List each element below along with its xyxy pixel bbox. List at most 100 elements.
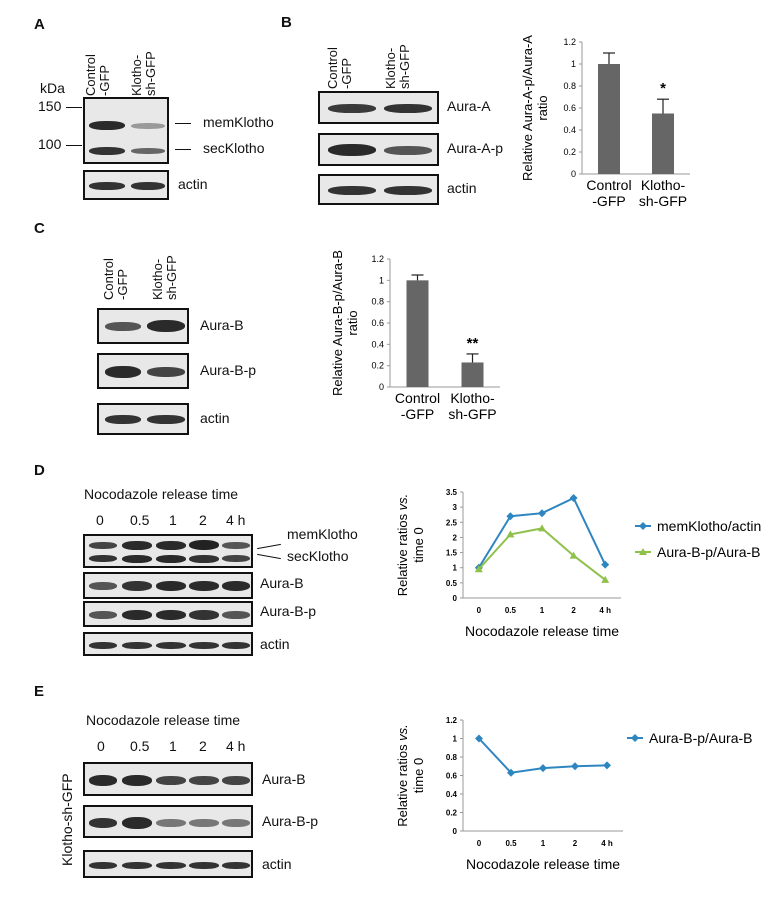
aura-b-p-label-d: Aura-B-p [260,603,317,619]
y-tick-label: 0.6 [446,772,458,781]
band-e2-0 [89,818,117,828]
category-label: Control [586,177,631,193]
actin-label-c: actin [200,410,230,426]
actin-label-a: actin [178,176,208,192]
y-tick-label: 0.8 [371,297,384,307]
y-axis-label-line2: ratio [535,95,550,120]
category-label: Control [395,390,440,406]
band-d-sec-4 [222,555,250,562]
band-c1-l1 [105,322,141,331]
band-d2-05 [122,581,152,591]
band-d4-05 [122,642,152,649]
blot-c-aura-b [97,308,189,344]
x-tick-label: 0 [477,839,482,848]
blot-d-actin [83,632,253,656]
band-d-sec-2 [189,555,219,563]
actin-label-e: actin [262,856,292,872]
legend-label: Aura-B-p/Aura-B [657,544,760,560]
x-axis-label: Nocodazole release time [465,623,619,639]
secklotho-label: secKlotho [203,140,265,156]
marker-150-tick [66,107,82,108]
band-b1-l2 [384,104,432,113]
y-tick-label: 0.4 [563,125,576,135]
band-d2-4 [222,581,250,591]
x-tick-label: 1 [541,839,546,848]
category-label: sh-GFP [448,406,496,422]
band-b3-l2 [384,186,432,195]
y-tick-label: 0.2 [446,809,458,818]
x-tick-label: 2 [573,839,578,848]
blot-c-actin [97,403,189,435]
band-d3-4 [222,611,250,619]
aura-b-p-label-c: Aura-B-p [200,362,257,378]
band-d3-2 [189,610,219,620]
significance-mark: ** [467,335,479,352]
bar-chart-aura-b: 0 0.2 0.4 0.6 0.8 1 1.2 Control-GFP ** Klotho-sh-… [330,250,500,422]
band-e1-0 [89,775,117,786]
x-tick-label: 1 [540,606,545,615]
y-tick-label: 0.6 [563,103,576,113]
band-mem-sh [131,123,165,129]
x-tick-label: 0 [477,606,482,615]
blot-d-aura-b-p [83,601,253,627]
sec-pointer-d [257,553,281,560]
y-tick-label: 0 [453,594,458,603]
band-c1-l2 [147,320,185,332]
blot-b-actin [318,174,439,205]
band-e3-0 [89,862,117,869]
y-tick-label: 0.2 [371,361,384,371]
y-tick-label: 3.5 [446,488,458,497]
band-e1-2 [189,776,219,785]
bar [406,280,429,387]
data-point [538,509,546,518]
legend-marker [631,734,639,742]
marker-100-label: 100 [38,136,62,152]
y-tick-label: 0.5 [446,579,458,588]
band-d2-1 [156,581,186,591]
band-c2-l2 [147,367,185,377]
lane-1-d: 1 [169,512,177,528]
data-point [506,530,515,538]
series-line [477,496,607,569]
band-b2-l1 [328,144,376,156]
y-tick-label: 0.2 [563,147,576,157]
data-point [539,764,547,773]
marker-100-tick [66,145,82,146]
bar [598,64,620,174]
band-d4-4 [222,642,250,649]
y-tick-label: 0 [379,382,384,392]
memklotho-label: memKlotho [203,114,274,130]
y-tick-label: 0 [571,169,576,179]
band-e1-05 [122,775,152,786]
mem-pointer [175,123,191,124]
band-c3-l1 [105,415,141,424]
band-e3-1 [156,862,186,869]
y-tick-label: 0.4 [446,790,458,799]
lane-1-e: 1 [169,738,177,754]
x-tick-label: 0.5 [505,606,517,615]
lane-2-d: 2 [199,512,207,528]
aura-a-label: Aura-A [447,98,491,114]
band-d2-2 [189,581,219,591]
panel-letter-a: A [34,16,45,33]
band-b1-l1 [328,104,376,113]
panel-letter-b: B [281,14,292,31]
category-label: -GFP [401,406,434,422]
memklotho-label-d: memKlotho [287,526,358,542]
band-sec-control [89,147,125,155]
band-d-sec-0 [89,555,117,562]
blot-c-aura-b-p [97,353,189,389]
lane-label-control: Control -GFP [101,258,130,300]
band-b2-l2 [384,146,432,155]
band-d2-0 [89,582,117,590]
klotho-sh-gfp-side-label: Klotho-sh-GFP [59,773,75,866]
panel-letter-d: D [34,462,45,479]
band-d-mem-0 [89,542,117,549]
band-c2-l1 [105,366,141,378]
y-axis-label-line2: time 0 [411,527,426,562]
blot-a-klotho [83,97,169,164]
category-label: Klotho- [450,390,495,406]
band-e3-2 [189,862,219,869]
band-d-mem-05 [122,541,152,550]
lane-4h-e: 4 h [226,738,246,754]
